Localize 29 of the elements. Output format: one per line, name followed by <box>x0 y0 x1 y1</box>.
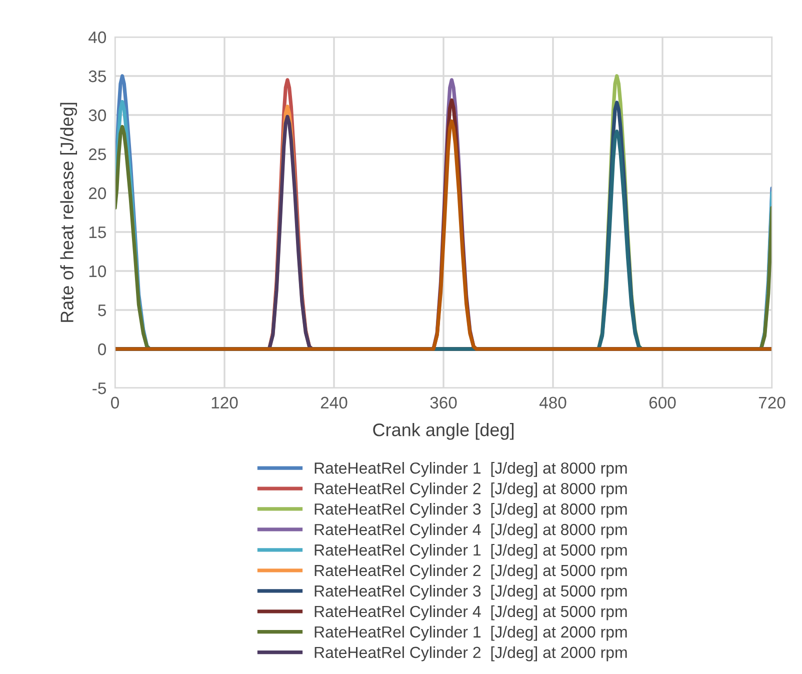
y-tick-label: 30 <box>88 109 106 122</box>
y-axis-title: Rate of heat release [J/deg] <box>60 102 78 322</box>
x-tick-label: 600 <box>649 396 676 409</box>
legend-label: RateHeatRel Cylinder 2 [J/deg] at 5000 rpm <box>314 564 627 580</box>
y-tick-label: 15 <box>89 226 106 238</box>
legend-label: RateHeatRel Cylinder 1 [J/deg] at 5000 rpm <box>314 544 627 559</box>
y-tick-label: 40 <box>88 31 106 44</box>
y-tick-label: 35 <box>88 70 106 82</box>
x-axis-title: Crank angle [deg] <box>373 422 514 440</box>
y-tick-label: 10 <box>89 265 106 278</box>
legend-label: RateHeatRel Cylinder 1 [J/deg] at 2000 rpm <box>314 626 627 641</box>
y-tick-label: 25 <box>88 148 106 160</box>
y-tick-label: 5 <box>98 304 106 316</box>
legend-label: RateHeatRel Cylinder 2 [J/deg] at 2000 rpm <box>314 646 627 662</box>
legend-label: RateHeatRel Cylinder 1 [J/deg] at 8000 rpm <box>314 462 627 477</box>
x-tick-label: 240 <box>320 396 348 409</box>
y-tick-label: -5 <box>92 382 106 394</box>
x-tick-label: 0 <box>111 396 119 409</box>
legend-label: RateHeatRel Cylinder 3 [J/deg] at 8000 rpm <box>314 503 627 518</box>
x-tick-label: 480 <box>539 396 566 409</box>
legend-label: RateHeatRel Cylinder 3 [J/deg] at 5000 rpm <box>314 584 627 600</box>
x-tick-label: 120 <box>212 396 238 409</box>
y-tick-label: 0 <box>98 343 106 356</box>
legend-label: RateHeatRel Cylinder 4 [J/deg] at 5000 rpm <box>314 605 627 620</box>
x-tick-label: 360 <box>430 396 457 409</box>
legend-label: RateHeatRel Cylinder 4 [J/deg] at 8000 rpm <box>314 523 627 538</box>
x-tick-label: 720 <box>758 396 786 409</box>
y-tick-label: 20 <box>88 187 106 200</box>
legend-label: RateHeatRel Cylinder 2 [J/deg] at 8000 rpm <box>314 482 627 498</box>
